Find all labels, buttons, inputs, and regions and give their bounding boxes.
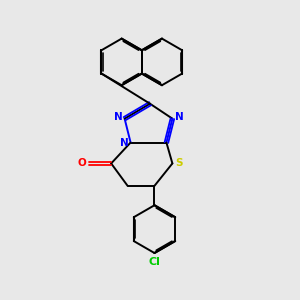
Text: N: N	[114, 112, 122, 122]
Text: N: N	[120, 137, 128, 148]
Text: Cl: Cl	[148, 257, 160, 267]
Text: S: S	[175, 158, 183, 168]
Text: N: N	[175, 112, 183, 122]
Text: O: O	[78, 158, 87, 168]
